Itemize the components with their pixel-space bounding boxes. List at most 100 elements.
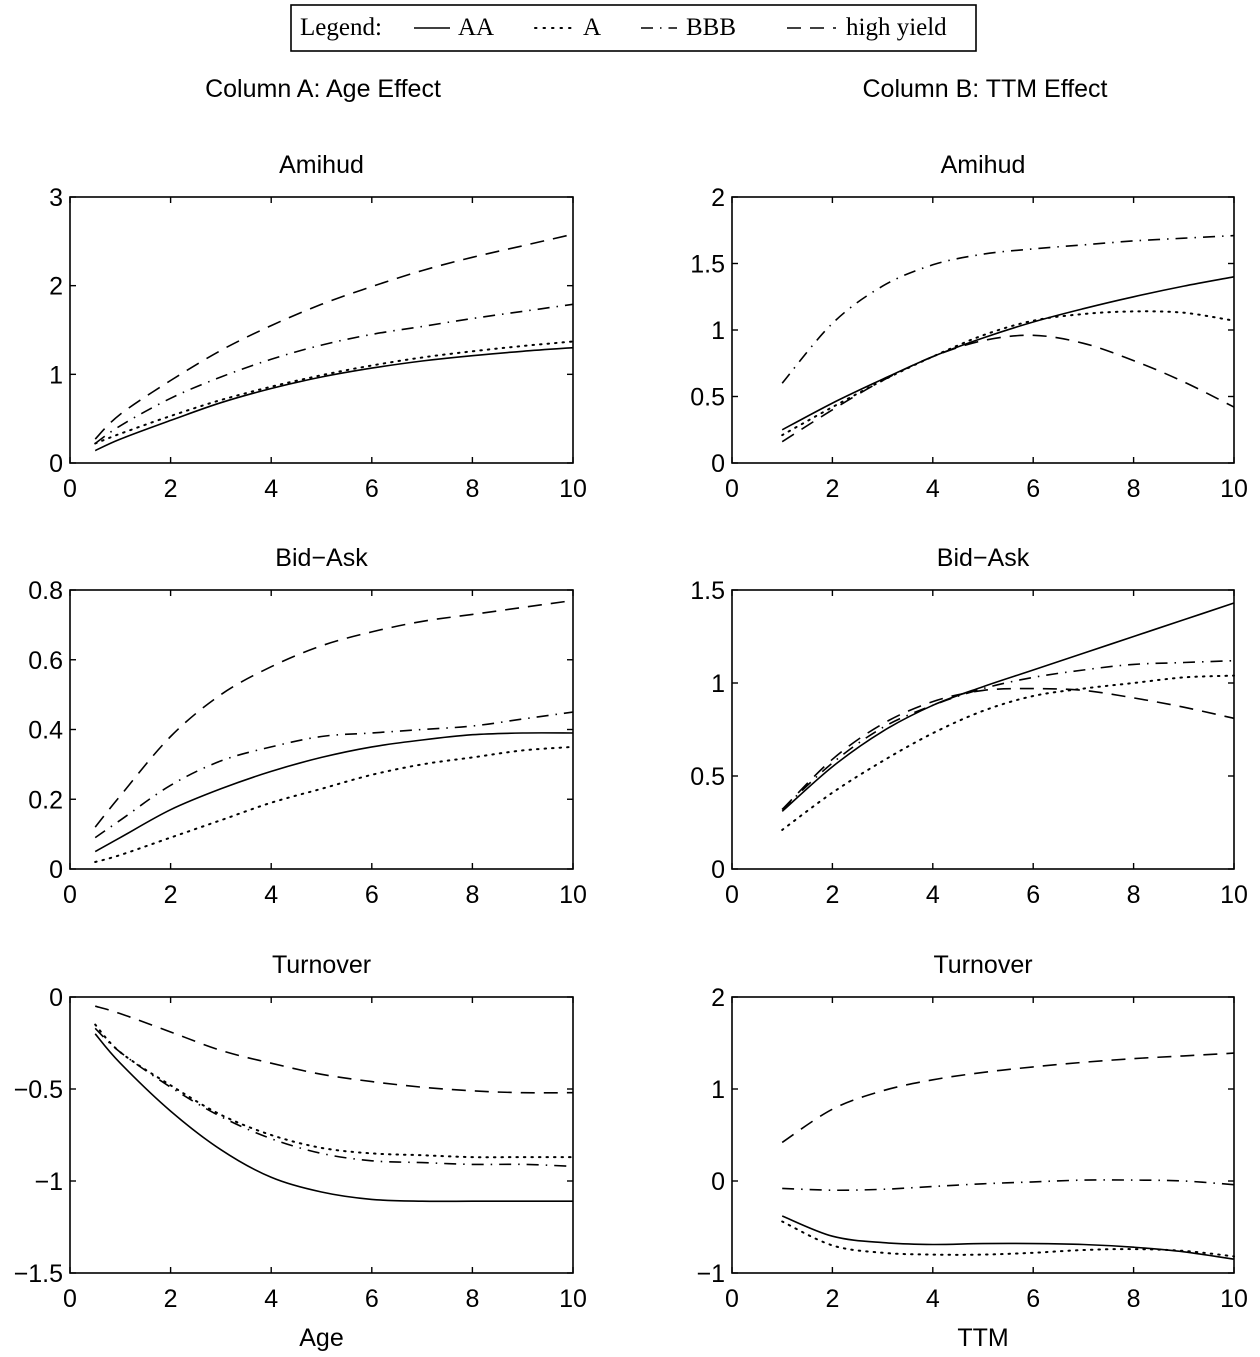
x-tick-label: 10 (559, 475, 587, 503)
x-tick-label: 4 (926, 881, 940, 909)
panel-title: Amihud (279, 151, 364, 179)
series-line-bbb (94, 1027, 574, 1168)
panel-title: Turnover (272, 951, 371, 979)
series-line-aa (781, 276, 1235, 431)
axes-frame (731, 589, 1235, 870)
y-tick-label: 3 (49, 184, 63, 212)
series-line-high-yield (781, 334, 1235, 443)
axes-frame (69, 589, 574, 870)
y-tick-label: −1.5 (14, 1260, 63, 1288)
series-line-high-yield (94, 1005, 574, 1094)
x-tick-label: 2 (825, 475, 839, 503)
legend-label-a: A (583, 14, 601, 41)
series-line-high-yield (781, 687, 1235, 811)
x-tick-label: 6 (365, 475, 379, 503)
x-tick-label: 8 (1127, 881, 1141, 909)
x-tick-label: 6 (1026, 475, 1040, 503)
y-tick-label: 0.4 (28, 717, 63, 745)
x-tick-label: 4 (264, 475, 278, 503)
y-tick-label: 2 (711, 184, 725, 212)
y-tick-label: 1 (711, 1076, 725, 1104)
x-tick-label: 10 (1220, 475, 1248, 503)
series-line-aa (94, 1033, 573, 1203)
series-line-high-yield (94, 599, 574, 828)
legend-label-bbb: BBB (686, 14, 736, 41)
legend-frame (290, 4, 977, 52)
y-tick-label: 0.5 (690, 763, 725, 791)
series-line-aa (781, 1215, 1235, 1260)
x-tick-label: 0 (63, 1285, 77, 1313)
x-tick-label: 8 (1127, 475, 1141, 503)
y-tick-label: 0.5 (690, 384, 725, 412)
x-tick-label: 0 (725, 475, 739, 503)
y-tick-label: 0.8 (28, 577, 63, 605)
series-line-a (781, 674, 1235, 831)
legend: Legend: AA A BBB high yield (290, 4, 977, 52)
x-axis-label: TTM (957, 1324, 1008, 1352)
chart-panel-3: Bid−Ask 0 2 4 6 8 10 0 0.2 0.4 0.6 0.8 (28, 544, 587, 909)
y-tick-label: 0.6 (28, 647, 63, 675)
x-tick-label: 10 (1220, 881, 1248, 909)
axes-frame (69, 196, 574, 464)
chart-panel-4: Bid−Ask 0 2 4 6 8 10 0 0.5 1 1.5 (690, 544, 1248, 909)
x-tick-label: 0 (725, 1285, 739, 1313)
x-tick-label: 4 (926, 475, 940, 503)
x-tick-label: 6 (1026, 881, 1040, 909)
series-line-aa (781, 602, 1235, 812)
x-tick-label: 2 (164, 1285, 178, 1313)
x-tick-label: 6 (1026, 1285, 1040, 1313)
y-tick-label: 2 (711, 984, 725, 1012)
x-tick-label: 2 (825, 1285, 839, 1313)
x-tick-label: 4 (926, 1285, 940, 1313)
y-tick-label: 1.5 (690, 577, 725, 605)
x-tick-label: 0 (63, 475, 77, 503)
panel-title: Bid−Ask (275, 544, 368, 572)
y-tick-label: −1 (696, 1260, 725, 1288)
y-tick-label: 0 (711, 450, 725, 478)
axes-frame (69, 996, 574, 1274)
panel-title: Amihud (941, 151, 1026, 179)
legend-label-aa: AA (458, 14, 494, 41)
series-line-bbb (94, 303, 574, 445)
x-tick-label: 2 (164, 475, 178, 503)
y-tick-label: 1 (49, 361, 63, 389)
series-line-high-yield (781, 1052, 1235, 1144)
y-tick-label: 1 (711, 317, 725, 345)
y-tick-label: −1 (34, 1168, 63, 1196)
y-tick-label: 1.5 (690, 251, 725, 279)
axes-frame (731, 196, 1235, 464)
chart-panel-2: Amihud 0 2 4 6 8 10 0 0.5 1 1.5 2 (690, 151, 1248, 503)
series-line-bbb (781, 659, 1235, 811)
y-tick-label: 0 (49, 856, 63, 884)
y-tick-label: 2 (49, 273, 63, 301)
panel-title: Bid−Ask (937, 544, 1030, 572)
x-tick-label: 10 (559, 881, 587, 909)
axes-frame (731, 996, 1235, 1274)
panel-title: Turnover (933, 951, 1032, 979)
series-line-a (94, 1023, 574, 1159)
x-tick-label: 2 (825, 881, 839, 909)
x-tick-label: 4 (264, 881, 278, 909)
x-tick-label: 6 (365, 881, 379, 909)
legend-prefix: Legend: (300, 14, 382, 41)
column-b-title: Column B: TTM Effect (863, 75, 1108, 103)
x-tick-label: 8 (465, 475, 479, 503)
series-line-a (94, 745, 574, 863)
x-tick-label: 0 (63, 881, 77, 909)
x-axis-label: Age (299, 1324, 343, 1352)
y-tick-label: −0.5 (14, 1076, 63, 1104)
x-tick-label: 8 (1127, 1285, 1141, 1313)
chart-panel-5: Turnover 0 2 4 6 8 10 −1.5 −1 −0.5 0 Age (14, 951, 587, 1352)
y-tick-label: 0 (711, 856, 725, 884)
x-tick-label: 8 (465, 881, 479, 909)
column-a-title: Column A: Age Effect (205, 75, 441, 103)
series-line-bbb (782, 1179, 1235, 1192)
series-line-aa (94, 346, 574, 452)
x-tick-label: 8 (465, 1285, 479, 1313)
series-line-bbb (781, 234, 1235, 384)
y-tick-label: 0 (49, 450, 63, 478)
x-tick-label: 0 (725, 881, 739, 909)
